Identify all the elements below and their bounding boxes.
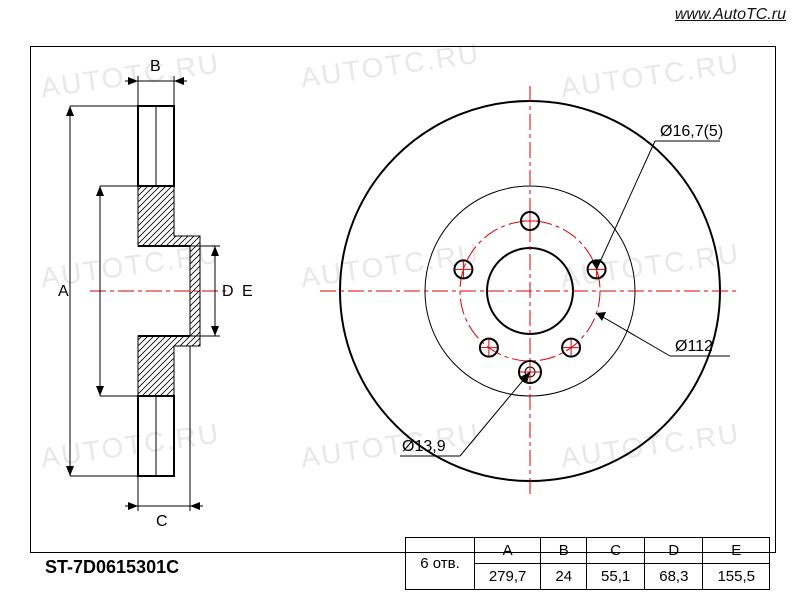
table-header: A (474, 538, 541, 564)
part-number: ST-7D0615301C (45, 557, 179, 578)
side-section: A D E B (58, 58, 253, 530)
table-cell: 55,1 (587, 564, 645, 590)
table-header: C (587, 538, 645, 564)
front-view: Ø16,7(5) Ø112 Ø13,9 (320, 86, 740, 496)
callout-d3: Ø13,9 (402, 438, 446, 455)
dim-d-label: D (222, 283, 234, 300)
table-header: B (541, 538, 587, 564)
dim-a-label: A (58, 283, 69, 300)
drawing-svg: Ø16,7(5) Ø112 Ø13,9 (30, 46, 774, 551)
dim-e-label: E (242, 283, 253, 300)
table-cell: 279,7 (474, 564, 541, 590)
source-url: www.AutoTC.ru (675, 6, 786, 24)
table-cell: 68,3 (645, 564, 703, 590)
callout-d1: Ø16,7(5) (660, 123, 723, 140)
table-header: E (703, 538, 770, 564)
holes-cell: 6 отв. (406, 538, 475, 590)
table-cell: 155,5 (703, 564, 770, 590)
callout-d2: Ø112 (675, 338, 713, 355)
dim-b-label: B (150, 58, 161, 75)
table-row: 6 отв. A B C D E (406, 538, 770, 564)
drawing-container: AUTOTC.RU AUTOTC.RU AUTOTC.RU AUTOTC.RU … (0, 0, 800, 600)
table-cell: 24 (541, 564, 587, 590)
table-header: D (645, 538, 703, 564)
dimension-table: 6 отв. A B C D E 279,7 24 55,1 68,3 155,… (405, 537, 770, 590)
dim-c-label: C (156, 513, 168, 530)
